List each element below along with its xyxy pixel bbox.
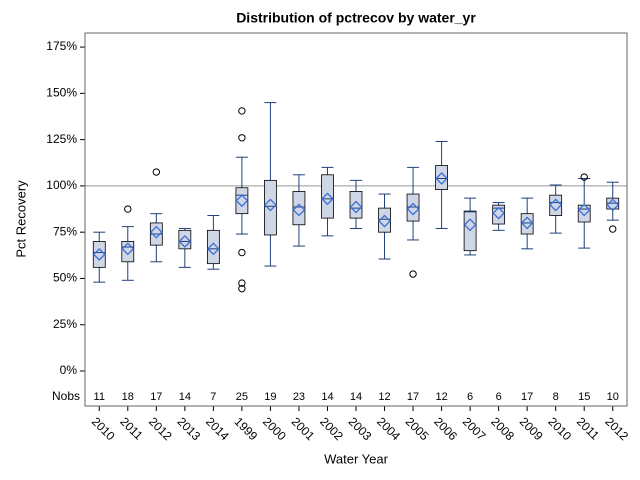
y-tick-label: 0% [60,363,78,377]
outlier [409,270,417,278]
nobs-value: 14 [179,391,191,403]
mean-marker [378,214,391,228]
nobs-label: Nobs [52,389,80,403]
box [121,241,135,263]
nobs-value: 12 [435,391,447,403]
nobs-value: 10 [607,391,619,403]
mean-marker [520,216,534,230]
box [264,179,277,236]
mean-marker [206,242,220,256]
mean-marker [149,225,163,239]
chart-title: Distribution of pctrecov by water_yr [236,10,476,26]
outlier [238,107,246,115]
nobs-value: 17 [407,391,419,403]
box [435,165,448,191]
box [549,194,563,216]
box [292,191,306,226]
y-tick-label: 100% [46,178,77,192]
box [321,174,334,219]
box [492,204,506,225]
nobs-value: 14 [321,391,333,403]
mean-marker [321,192,334,206]
box [378,207,391,233]
mean-marker [235,194,249,208]
y-tick-label: 75% [53,224,77,238]
nobs-value: 19 [264,391,276,403]
outlier [238,284,246,293]
nobs-value: 8 [553,391,559,403]
mean-marker [463,218,477,232]
mean-marker [406,202,420,216]
nobs-value: 14 [350,391,362,403]
nobs-value: 15 [578,391,590,403]
nobs-value: 25 [236,391,248,403]
plot-frame [84,32,628,407]
box [520,213,534,235]
outlier [238,134,246,142]
nobs-value: 11 [94,391,105,403]
box [349,191,363,219]
nobs-value: 17 [521,391,533,403]
x-axis-label: Water Year [324,451,389,466]
outlier [124,205,132,213]
nobs-value: 18 [122,391,134,403]
mean-marker [264,198,277,212]
y-tick-label: 25% [53,317,77,331]
nobs-value: 6 [496,391,502,403]
box [178,229,192,250]
mean-marker [549,198,563,212]
mean-marker [92,247,106,261]
mean-marker [121,242,135,256]
box [92,241,106,268]
box [577,204,591,223]
mean-marker [606,198,620,212]
nobs-value: 7 [210,391,216,403]
mean-marker [349,200,363,214]
outlier [580,173,588,181]
mean-marker [577,203,591,217]
y-tick-label: 175% [46,39,77,53]
nobs-value: 12 [378,391,390,403]
outlier [152,168,161,176]
box [235,187,249,215]
box [206,229,220,265]
outlier [609,225,617,233]
y-tick-label: 50% [53,271,77,285]
outlier [238,248,246,257]
nobs-value: 6 [467,391,473,403]
mean-marker [492,206,506,220]
mean-marker [435,172,448,185]
y-axis-label: Pct Recovery [13,180,28,258]
mean-marker [178,235,192,248]
outlier [238,279,246,287]
nobs-value: 17 [150,391,162,403]
y-tick-label: 150% [46,86,77,100]
box [406,193,420,222]
nobs-value: 23 [293,391,305,403]
mean-marker [292,203,306,217]
y-tick-label: 125% [46,132,77,146]
